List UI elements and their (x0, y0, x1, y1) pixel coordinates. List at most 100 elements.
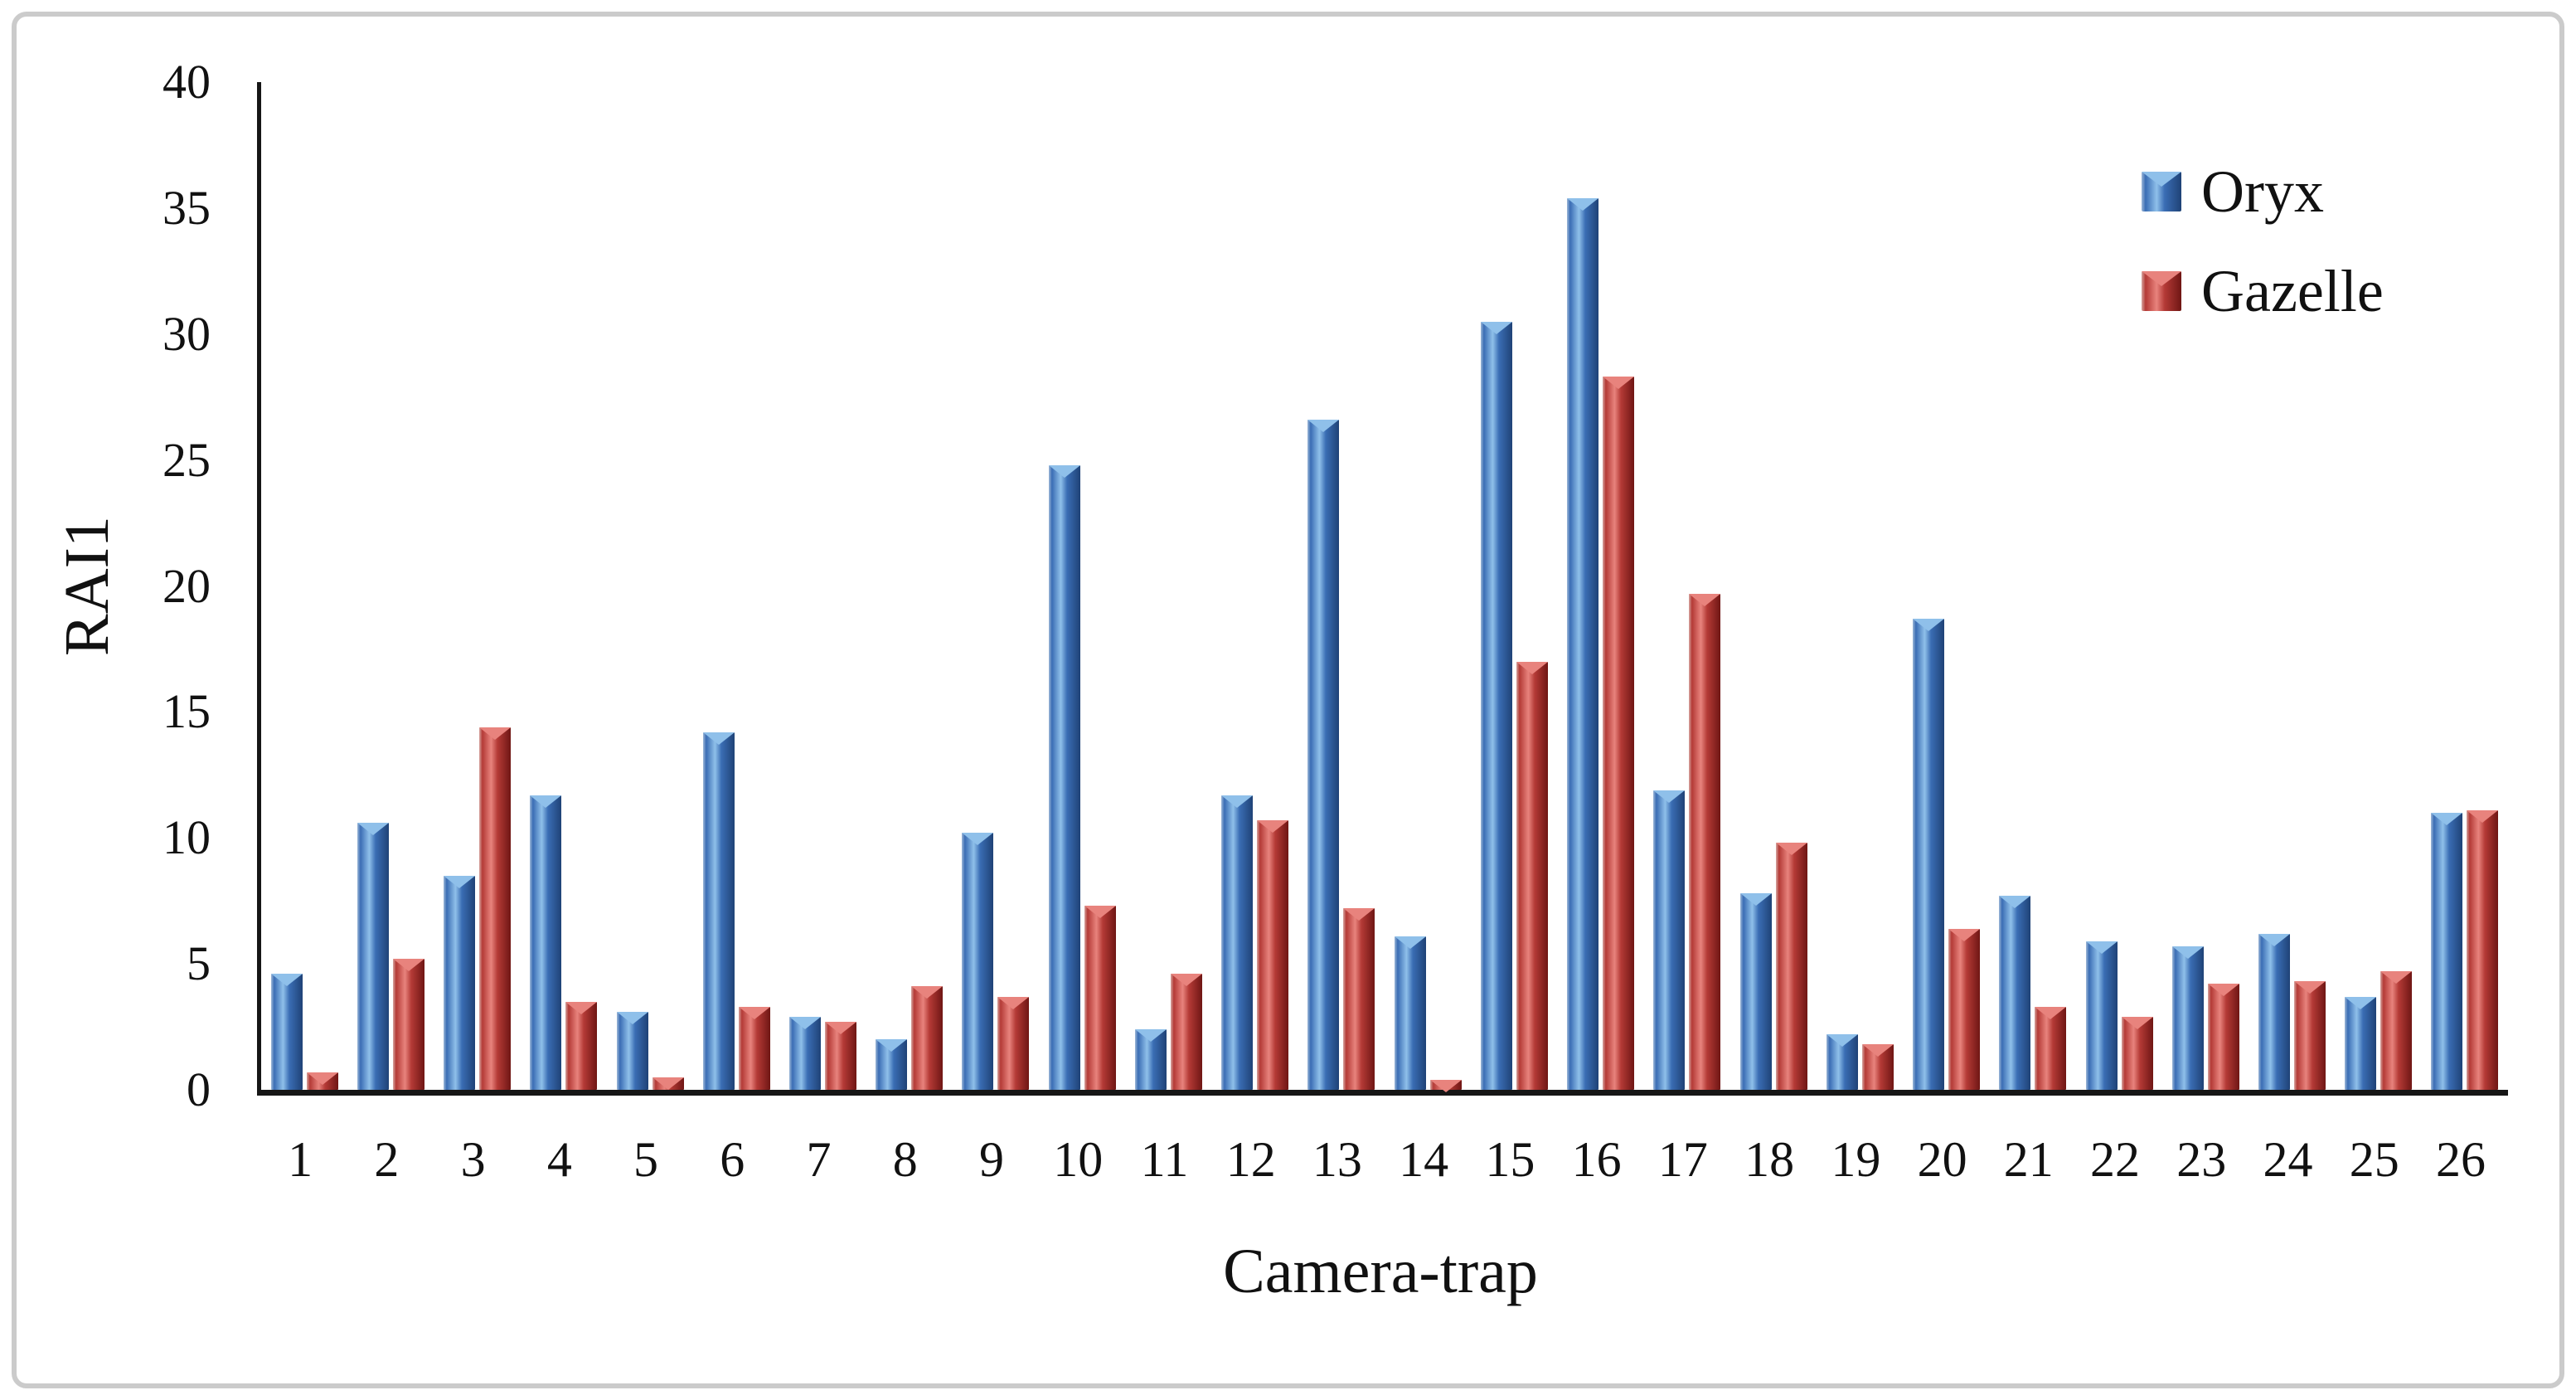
bar-group-23 (2162, 82, 2249, 1090)
bar-oryx-22 (2085, 941, 2118, 1090)
bar-oryx-16 (1567, 197, 1599, 1090)
bar-gazelle-20 (1948, 928, 1981, 1090)
x-tick-label-22: 22 (2090, 1132, 2141, 1187)
x-tick-label-7: 7 (806, 1132, 832, 1187)
bar-group-7 (779, 82, 866, 1090)
bar-top-bevel (1999, 896, 2031, 909)
bar-top-bevel (738, 1006, 770, 1019)
x-tick-label-20: 20 (1917, 1132, 1967, 1187)
legend-label: Gazelle (2201, 258, 2384, 324)
bar-oryx-24 (2258, 933, 2290, 1090)
bar-top-bevel (2380, 971, 2413, 984)
bar-top-bevel (2171, 945, 2204, 959)
bar-top-bevel (306, 1072, 338, 1085)
x-tick-label-21: 21 (2003, 1132, 2054, 1187)
bar-top-bevel (2085, 941, 2118, 954)
bar-top-bevel (1653, 790, 1686, 803)
bar-group-4 (521, 82, 607, 1090)
bar-top-bevel (1429, 1079, 1462, 1092)
bar-top-bevel (2431, 812, 2463, 825)
x-tick-label-11: 11 (1140, 1132, 1189, 1187)
bar-top-bevel (357, 823, 389, 836)
bar-oryx-1 (270, 974, 303, 1090)
bar-group-24 (2249, 82, 2335, 1090)
bar-oryx-26 (2431, 812, 2463, 1090)
bar-top-bevel (1775, 843, 1807, 856)
bar-top-bevel (2345, 996, 2377, 1009)
x-tick-label-8: 8 (892, 1132, 918, 1187)
y-tick-label: 40 (163, 55, 211, 109)
bar-top-bevel (1689, 593, 1721, 606)
bar-oryx-18 (1739, 893, 1772, 1090)
bar-gazelle-4 (565, 1001, 598, 1090)
bar-oryx-14 (1394, 936, 1426, 1090)
bar-top-bevel (825, 1022, 857, 1034)
bar-oryx-20 (1913, 619, 1945, 1090)
bar-gazelle-2 (392, 959, 424, 1090)
bar-top-bevel (789, 1016, 822, 1029)
bar-gazelle-7 (825, 1022, 857, 1090)
x-tick-label-1: 1 (288, 1132, 313, 1187)
bar-group-1 (261, 82, 347, 1090)
bar-top-bevel (1084, 906, 1116, 919)
bar-oryx-25 (2345, 996, 2377, 1090)
y-tick-label: 20 (163, 558, 211, 613)
x-tick-label-12: 12 (1225, 1132, 1276, 1187)
bar-gazelle-12 (1257, 820, 1289, 1090)
bar-gazelle-18 (1775, 843, 1807, 1090)
bar-oryx-21 (1999, 896, 2031, 1090)
bar-top-bevel (479, 727, 512, 740)
bar-oryx-2 (357, 823, 389, 1090)
bar-gazelle-15 (1516, 661, 1548, 1090)
bar-gazelle-16 (1603, 377, 1635, 1090)
y-axis-tick-labels: 0 5 10 15 20 25 30 35 40 (0, 58, 217, 1114)
bar-top-bevel (1134, 1029, 1167, 1043)
bar-top-bevel (2467, 809, 2499, 823)
bar-oryx-12 (1221, 795, 1254, 1090)
bar-oryx-13 (1307, 420, 1340, 1090)
x-tick-label-18: 18 (1744, 1132, 1795, 1187)
bar-top-bevel (1394, 936, 1426, 949)
bar-oryx-15 (1480, 321, 1512, 1090)
bar-group-20 (1903, 82, 1989, 1090)
x-tick-label-19: 19 (1831, 1132, 1881, 1187)
bar-top-bevel (1739, 893, 1772, 907)
x-tick-label-10: 10 (1053, 1132, 1104, 1187)
bar-group-17 (1644, 82, 1730, 1090)
bar-group-9 (953, 82, 1039, 1090)
bar-top-bevel (565, 1001, 598, 1014)
bar-gazelle-19 (1861, 1044, 1894, 1090)
bar-top-bevel (962, 833, 994, 846)
bar-top-bevel (1948, 928, 1981, 941)
bar-gazelle-3 (479, 727, 512, 1090)
bar-top-bevel (1170, 974, 1202, 987)
legend-swatch-bevel (2142, 172, 2181, 187)
y-tick-label: 35 (163, 180, 211, 235)
x-tick-label-4: 4 (546, 1132, 572, 1187)
x-tick-label-16: 16 (1571, 1132, 1622, 1187)
bar-gazelle-10 (1084, 906, 1116, 1090)
bar-gazelle-24 (2294, 981, 2326, 1090)
figure-border (12, 12, 2564, 1388)
bar-gazelle-5 (652, 1077, 684, 1090)
bar-oryx-10 (1048, 464, 1080, 1090)
bar-oryx-8 (876, 1039, 908, 1090)
legend-label: Oryx (2201, 158, 2324, 225)
x-tick-label-3: 3 (460, 1132, 486, 1187)
bar-group-8 (866, 82, 953, 1090)
x-tick-label-17: 17 (1657, 1132, 1708, 1187)
bar-top-bevel (616, 1011, 648, 1024)
x-tick-label-24: 24 (2263, 1132, 2313, 1187)
bar-top-bevel (997, 996, 1030, 1009)
bar-group-12 (1212, 82, 1298, 1090)
x-tick-label-14: 14 (1399, 1132, 1449, 1187)
bar-top-bevel (2294, 981, 2326, 994)
bar-gazelle-11 (1170, 974, 1202, 1090)
bar-top-bevel (530, 795, 562, 808)
bar-group-13 (1298, 82, 1385, 1090)
x-axis-tick-labels: 1 2 3 4 5 6 7 8 9 10 11 12 13 14 15 16 17 18 19 20 21 22 23 24 2… (257, 1135, 2504, 1201)
bar-gazelle-8 (911, 986, 944, 1090)
legend-item-oryx: Oryx (2142, 162, 2384, 221)
bar-group-6 (693, 82, 779, 1090)
bar-oryx-17 (1653, 790, 1686, 1090)
